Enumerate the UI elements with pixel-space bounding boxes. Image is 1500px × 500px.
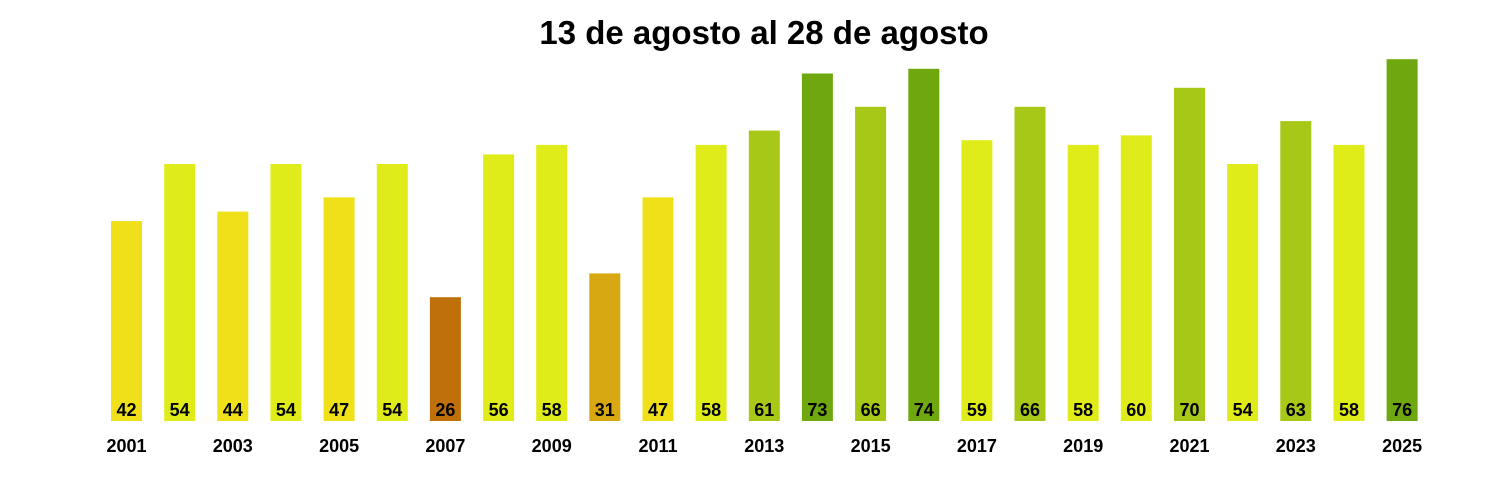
x-tick-2007: 2007 — [425, 436, 465, 456]
x-tick-2015: 2015 — [851, 436, 891, 456]
value-label-2005: 47 — [329, 400, 349, 420]
x-tick-2023: 2023 — [1276, 436, 1316, 456]
bar-2005 — [323, 197, 355, 421]
value-label-2003: 44 — [223, 400, 243, 420]
value-label-2023: 63 — [1286, 400, 1306, 420]
chart-title: 13 de agosto al 28 de agosto — [539, 14, 988, 51]
value-label-2013: 61 — [754, 400, 774, 420]
bar-2020 — [1120, 135, 1152, 421]
value-label-2009: 58 — [542, 400, 562, 420]
x-tick-2003: 2003 — [213, 436, 253, 456]
value-label-2017: 59 — [967, 400, 987, 420]
value-label-2016: 74 — [914, 400, 934, 420]
value-label-2015: 66 — [861, 400, 881, 420]
bar-2004 — [270, 164, 302, 421]
value-label-2022: 54 — [1233, 400, 1253, 420]
value-label-2004: 54 — [276, 400, 296, 420]
bar-2012 — [695, 144, 727, 421]
bar-2002 — [164, 164, 196, 421]
bar-2006 — [376, 164, 408, 421]
bar-2010 — [589, 273, 621, 421]
x-tick-2019: 2019 — [1063, 436, 1103, 456]
value-label-2018: 66 — [1020, 400, 1040, 420]
bar-2021 — [1174, 87, 1205, 422]
value-label-2011: 47 — [648, 400, 668, 420]
bar-2009 — [536, 144, 568, 421]
value-label-2012: 58 — [701, 400, 721, 420]
value-label-2021: 70 — [1179, 400, 1199, 420]
bar-2003 — [217, 211, 249, 421]
bar-2008 — [483, 154, 515, 421]
value-label-2020: 60 — [1126, 400, 1146, 420]
value-label-2014: 73 — [807, 400, 827, 420]
x-tick-2025: 2025 — [1382, 436, 1422, 456]
bar-2001 — [111, 221, 142, 421]
bar-2022 — [1227, 164, 1259, 421]
bar-2011 — [642, 197, 674, 421]
x-tick-2001: 2001 — [106, 436, 146, 456]
x-tick-labels-group: 2001 2003 2005 2007 2009 2011 2013 2015 2017 2019… — [106, 436, 1422, 456]
bar-2016 — [908, 68, 940, 422]
value-label-2006: 54 — [382, 400, 402, 420]
bar-2018 — [1014, 106, 1046, 422]
value-label-2010: 31 — [595, 400, 615, 420]
x-tick-2009: 2009 — [532, 436, 572, 456]
value-label-2024: 58 — [1339, 400, 1359, 420]
bar-2023 — [1280, 121, 1312, 421]
x-tick-2011: 2011 — [638, 436, 677, 456]
bar-2015 — [855, 106, 887, 422]
value-label-2001: 42 — [116, 400, 136, 420]
bar-2024 — [1333, 144, 1365, 421]
value-label-2008: 56 — [489, 400, 509, 420]
x-tick-2013: 2013 — [744, 436, 784, 456]
value-label-2007: 26 — [435, 400, 455, 420]
value-labels-group: 42 54 44 54 47 54 26 56 58 31 47 58 61 73 66 74 59 66 58 60… — [116, 400, 1412, 420]
bar-2014 — [801, 73, 833, 421]
value-label-2025: 76 — [1392, 400, 1412, 420]
value-label-2019: 58 — [1073, 400, 1093, 420]
bar-2013 — [748, 130, 780, 421]
bar-2025 — [1386, 59, 1418, 421]
bar-2017 — [961, 140, 993, 421]
value-label-2002: 54 — [170, 400, 190, 420]
bar-2007 — [429, 297, 461, 421]
bar-2019 — [1067, 144, 1099, 421]
x-tick-2017: 2017 — [957, 436, 997, 456]
x-tick-2021: 2021 — [1169, 436, 1209, 456]
bars-group — [111, 59, 1418, 422]
x-tick-2005: 2005 — [319, 436, 359, 456]
